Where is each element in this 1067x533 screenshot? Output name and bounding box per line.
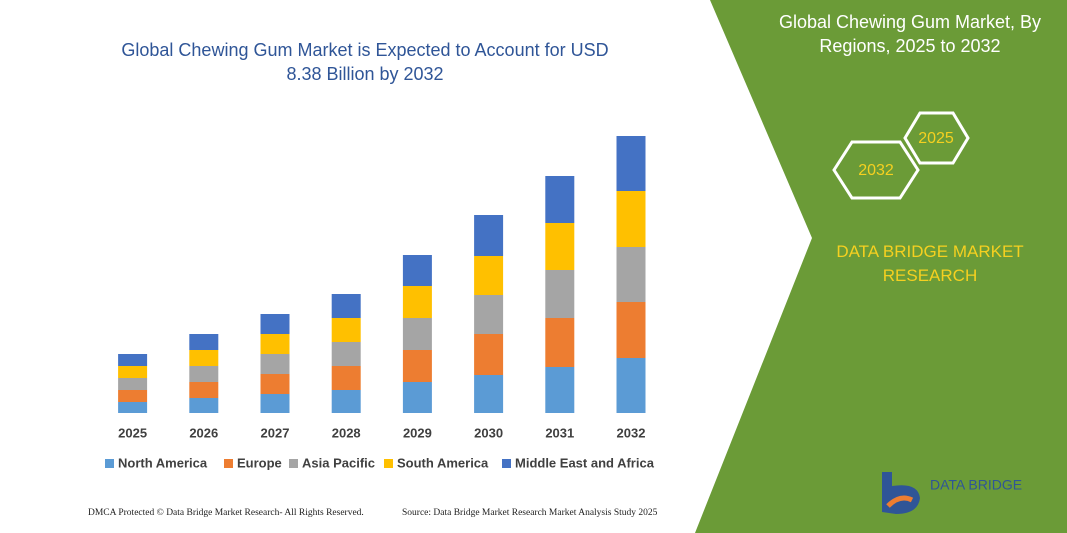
x-tick-label: 2029 [403,425,432,440]
legend-swatch [384,459,393,468]
brand-text: DATA BRIDGE MARKET RESEARCH [836,242,1024,285]
bar-segment [189,382,219,398]
bar-segment [331,390,361,413]
bar-segment [118,366,148,378]
bar-segment [545,318,575,367]
bar-segment [545,270,575,318]
panel-title: Global Chewing Gum Market, By Regions, 2… [778,12,1042,56]
green-panel [695,0,1067,533]
hexagon [832,140,920,200]
bar-segment [402,382,432,413]
x-tick-label: 2032 [617,425,646,440]
chart-title: Global Chewing Gum Market is Expected to… [121,40,609,84]
hex-label: 2032 [858,162,894,179]
legend-swatch [502,459,511,468]
x-tick-label: 2027 [261,425,290,440]
bar-segment [616,302,646,358]
bar-segment [402,318,432,350]
legend-label: Middle East and Africa [515,455,655,470]
legend-swatch [105,459,114,468]
bar-segment [189,350,219,366]
bar-segment [260,354,290,374]
bar-segment [331,366,361,390]
legend-label: Europe [237,455,282,470]
bar-segment [331,342,361,366]
bar-segment [402,350,432,382]
x-tick-label: 2026 [189,425,218,440]
legend-label: Asia Pacific [302,455,375,470]
bar-segment [331,318,361,342]
footer-right: Source: Data Bridge Market Research Mark… [402,508,658,518]
bar-segment [545,367,575,413]
bar-segment [616,136,646,191]
bar-segment [474,295,504,334]
bar-segment [474,215,504,256]
bar-segment [260,334,290,354]
bar-segment [474,375,504,413]
bar-segment [616,358,646,413]
bar-segment [545,223,575,270]
x-tick-label: 2030 [474,425,503,440]
bar-segment [545,176,575,223]
bar-segment [260,394,290,413]
legend-label: North America [118,455,208,470]
bar-segment [616,191,646,247]
legend-swatch [224,459,233,468]
footer-left: DMCA Protected © Data Bridge Market Rese… [88,508,364,518]
bar-segment [118,354,148,366]
legend-swatch [289,459,298,468]
bar-segment [189,398,219,413]
x-tick-label: 2025 [118,425,147,440]
logo-swoosh [886,495,914,508]
x-tick-label: 2028 [332,425,361,440]
hexagon [903,111,970,165]
bar-segment [474,334,504,375]
bar-segment [118,378,148,390]
logo-text: DATA BRIDGE [930,477,1022,493]
hex-label: 2025 [918,130,954,147]
bar-segment [260,374,290,394]
bar-segment [474,256,504,295]
bar-segment [189,366,219,382]
bar-segment [402,286,432,318]
bar-segment [118,390,148,402]
bar-segment [616,247,646,302]
bar-segment [402,255,432,286]
bar-segment [260,314,290,334]
bar-segment [331,294,361,318]
bar-segment [118,402,148,413]
bar-segment [189,334,219,350]
x-tick-label: 2031 [545,425,574,440]
legend-label: South America [397,455,489,470]
